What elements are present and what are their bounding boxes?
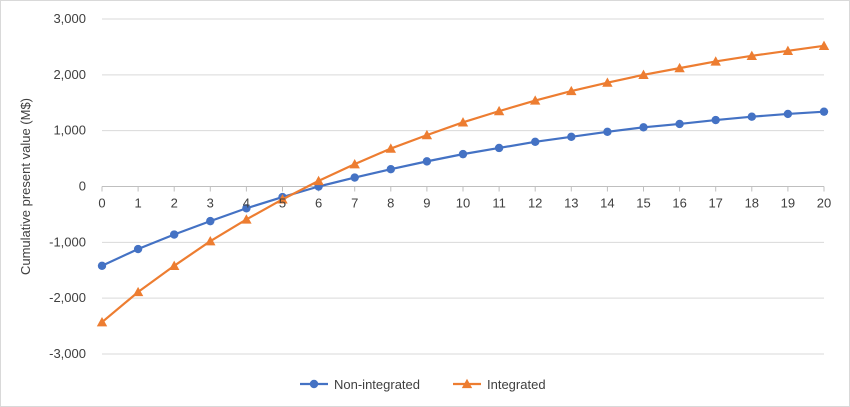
y-tick-label: 2,000 xyxy=(53,67,86,82)
gridlines xyxy=(102,18,824,355)
data-point xyxy=(458,149,468,159)
legend-marker xyxy=(309,379,319,389)
y-axis-title: Cumulative present value (M$) xyxy=(18,98,33,275)
data-point xyxy=(170,230,179,239)
x-tick-label: 4 xyxy=(243,196,250,211)
data-point xyxy=(241,214,252,224)
x-tick-label: 7 xyxy=(351,196,358,211)
data-point xyxy=(711,115,720,125)
y-tick-label: -2,000 xyxy=(49,290,86,305)
x-axis xyxy=(101,186,825,192)
data-point xyxy=(205,236,216,246)
data-point xyxy=(350,173,359,182)
x-tick-label: 20 xyxy=(817,196,831,211)
data-point xyxy=(132,286,144,297)
data-point xyxy=(747,112,756,121)
x-tick-label: 9 xyxy=(423,196,430,211)
data-point xyxy=(277,194,288,204)
data-point xyxy=(457,117,469,127)
y-tick-label: 1,000 xyxy=(53,123,86,138)
data-point xyxy=(493,105,505,116)
data-point xyxy=(603,127,612,136)
x-tick-label: 3 xyxy=(207,196,214,211)
data-point xyxy=(349,158,360,169)
data-point xyxy=(638,69,649,79)
plot-area xyxy=(96,40,830,327)
x-tick-label: 6 xyxy=(315,196,322,211)
legend-item: Non-integrated xyxy=(300,377,420,392)
data-point xyxy=(675,119,684,129)
data-point xyxy=(746,50,757,61)
data-point xyxy=(566,85,577,96)
x-tick-label: 18 xyxy=(745,196,759,211)
data-point xyxy=(206,216,215,226)
legend-label: Integrated xyxy=(487,377,546,392)
data-point xyxy=(782,45,794,55)
data-point xyxy=(567,132,576,142)
x-tick-label: 2 xyxy=(171,196,178,211)
x-tick-label: 17 xyxy=(708,196,722,211)
data-point xyxy=(313,175,324,186)
x-tick-label: 11 xyxy=(492,196,506,211)
y-tick-label: -3,000 xyxy=(49,346,86,361)
legend-marker xyxy=(461,378,473,389)
data-point xyxy=(710,56,721,66)
data-point xyxy=(386,164,395,174)
y-tick-label: -1,000 xyxy=(49,234,86,249)
data-point xyxy=(133,244,143,254)
data-point xyxy=(242,204,251,213)
y-tick-label: 3,000 xyxy=(53,11,86,26)
data-point xyxy=(531,137,540,147)
x-tick-label: 1 xyxy=(134,196,141,211)
data-point xyxy=(494,143,504,153)
data-point xyxy=(385,143,396,153)
y-tick-label: 0 xyxy=(79,179,86,194)
series-line xyxy=(101,44,825,324)
x-tick-label: 12 xyxy=(528,196,542,211)
data-point xyxy=(530,95,541,105)
x-tick-label: 15 xyxy=(636,196,650,211)
data-point xyxy=(639,123,648,132)
data-point xyxy=(602,77,613,87)
x-tick-label: 14 xyxy=(600,196,614,211)
data-point xyxy=(783,109,793,119)
data-point xyxy=(97,261,107,270)
series-2 xyxy=(96,40,830,327)
x-tick-label: 16 xyxy=(672,196,686,211)
data-point xyxy=(96,316,108,327)
x-tick-label: 10 xyxy=(456,196,470,211)
x-tick-label: 8 xyxy=(387,196,394,211)
legend: Non-integrated Integrated xyxy=(300,377,546,392)
data-point xyxy=(421,129,433,140)
data-point xyxy=(819,107,829,116)
x-tick-label: 0 xyxy=(98,196,105,211)
data-point xyxy=(169,260,180,270)
x-tick-label: 19 xyxy=(781,196,795,211)
x-tick-label: 13 xyxy=(564,196,578,211)
data-point xyxy=(674,62,685,73)
x-tick-label: 5 xyxy=(279,196,286,211)
legend-label: Non-integrated xyxy=(334,377,420,392)
data-point xyxy=(818,40,830,50)
legend-item: Integrated xyxy=(453,377,546,392)
data-point xyxy=(422,157,432,166)
